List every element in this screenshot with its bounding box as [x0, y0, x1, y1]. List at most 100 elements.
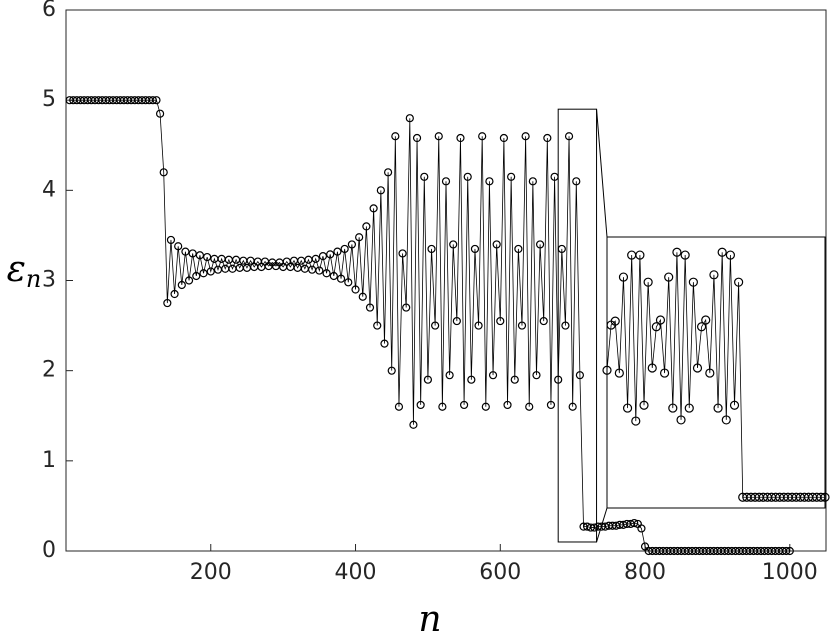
data-point: [721, 415, 731, 425]
data-point: [688, 277, 698, 287]
data-point: [546, 400, 556, 410]
data-point: [365, 303, 375, 312]
y-tick-label: 1: [42, 448, 56, 473]
y-tick-label: 6: [42, 0, 56, 22]
data-point: [420, 172, 429, 181]
data-point: [481, 402, 490, 411]
data-point: [535, 240, 545, 249]
data-point: [376, 186, 385, 195]
data-point: [539, 316, 548, 326]
x-tick-label: 600: [479, 560, 521, 585]
data-point: [631, 416, 641, 426]
data-point: [347, 240, 357, 249]
data-point: [174, 242, 183, 251]
data-point: [163, 298, 172, 308]
data-point: [431, 321, 440, 330]
data-point: [329, 271, 338, 281]
data-point: [488, 371, 498, 380]
data-point: [344, 278, 353, 287]
data-point: [521, 132, 530, 141]
data-point: [572, 177, 581, 186]
data-point: [734, 277, 744, 287]
data-point: [561, 321, 570, 330]
data-point: [668, 403, 678, 413]
connector: [596, 507, 608, 543]
y-label-main: ε: [7, 249, 26, 290]
data-point: [610, 316, 620, 326]
x-tick-label: 1000: [762, 560, 818, 585]
data-point: [369, 204, 378, 213]
data-point: [192, 271, 201, 281]
data-point: [449, 240, 458, 249]
data-point: [697, 322, 707, 332]
data-point: [181, 247, 190, 256]
data-point: [318, 252, 328, 261]
data-point: [152, 96, 161, 105]
data-point: [387, 366, 396, 375]
data-point: [543, 133, 552, 143]
data-point: [412, 133, 422, 143]
data-point: [333, 247, 342, 256]
x-tick-label: 800: [624, 560, 666, 585]
data-point: [568, 402, 577, 411]
data-point: [492, 240, 501, 249]
data-point: [499, 133, 509, 143]
data-point: [199, 269, 208, 278]
data-point: [394, 402, 404, 411]
data-point: [398, 249, 407, 258]
data-point: [635, 250, 645, 260]
data-point: [639, 400, 649, 410]
data-point: [402, 303, 411, 312]
data-point: [614, 368, 624, 378]
data-point: [664, 272, 674, 282]
data-point: [416, 400, 425, 410]
data-point: [456, 133, 465, 143]
data-point: [676, 415, 686, 425]
data-point: [405, 114, 414, 123]
y-axis-label: εn: [7, 249, 42, 293]
data-point: [618, 272, 629, 282]
data-point: [311, 254, 320, 263]
data-point: [459, 400, 469, 410]
data-point: [514, 244, 523, 254]
data-point: [684, 403, 694, 413]
data-point: [148, 96, 157, 105]
data-point: [184, 276, 194, 285]
data-point: [564, 132, 574, 141]
y-tick-label: 2: [42, 358, 56, 383]
data-point: [709, 270, 719, 280]
data-point: [622, 403, 633, 413]
data-point: [725, 250, 735, 260]
data-point: [729, 400, 740, 410]
data-point: [517, 321, 527, 330]
data-point: [159, 168, 168, 177]
data-point: [383, 168, 393, 177]
data-point: [474, 321, 483, 330]
data-point: [434, 132, 443, 141]
data-point: [575, 371, 585, 380]
data-point: [651, 322, 661, 332]
data-point: [655, 315, 666, 325]
data-point: [705, 368, 715, 378]
data-point: [785, 546, 794, 556]
data-point: [166, 235, 176, 245]
data-point: [409, 420, 418, 429]
data-point: [373, 321, 382, 330]
x-tick-label: 400: [335, 560, 377, 585]
data-point: [630, 518, 639, 528]
data-point: [692, 363, 703, 373]
y-tick-label: 5: [42, 87, 56, 112]
data-point: [427, 244, 436, 254]
y-tick-label: 4: [42, 177, 56, 202]
data-point: [525, 402, 534, 411]
y-tick-label: 0: [42, 538, 56, 563]
data-point: [782, 546, 791, 556]
data-point: [717, 247, 727, 257]
x-tick-label: 200: [190, 560, 232, 585]
zoom-rect: [557, 108, 598, 543]
y-label-subscript: n: [26, 265, 41, 293]
data-point: [362, 222, 371, 231]
connector: [596, 109, 608, 238]
data-point: [467, 375, 476, 384]
